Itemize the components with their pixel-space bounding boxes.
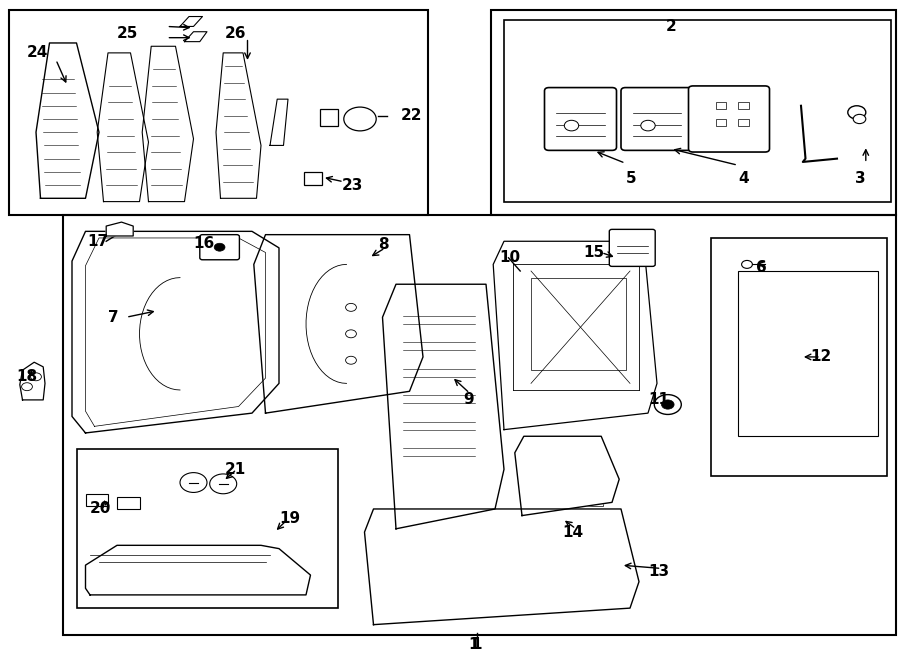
FancyBboxPatch shape: [609, 229, 655, 266]
Text: 11: 11: [648, 393, 669, 407]
Circle shape: [31, 373, 41, 381]
Circle shape: [22, 383, 32, 391]
Polygon shape: [515, 436, 619, 516]
Polygon shape: [254, 235, 423, 413]
Bar: [117, 497, 140, 509]
Text: 15: 15: [583, 245, 604, 260]
Bar: [716, 119, 726, 126]
Polygon shape: [270, 99, 288, 145]
Bar: [9, 10, 428, 215]
Bar: [76, 449, 338, 608]
Text: 12: 12: [810, 350, 832, 364]
Text: 23: 23: [342, 178, 364, 192]
FancyBboxPatch shape: [621, 88, 693, 150]
Circle shape: [564, 120, 579, 131]
Circle shape: [346, 330, 356, 338]
Text: 5: 5: [626, 171, 636, 186]
FancyBboxPatch shape: [200, 235, 239, 260]
Circle shape: [210, 474, 237, 494]
Text: 17: 17: [87, 234, 108, 249]
Bar: [86, 494, 108, 506]
Bar: [63, 215, 896, 635]
Bar: [738, 271, 878, 436]
Circle shape: [654, 395, 681, 414]
Text: 26: 26: [225, 26, 247, 40]
Polygon shape: [36, 43, 99, 198]
Text: 25: 25: [117, 26, 139, 40]
Bar: [738, 119, 749, 126]
Circle shape: [214, 243, 225, 251]
Circle shape: [641, 120, 655, 131]
Text: 24: 24: [27, 46, 49, 60]
Circle shape: [742, 260, 752, 268]
Bar: [536, 449, 603, 506]
Polygon shape: [97, 53, 148, 202]
Bar: [504, 20, 891, 202]
Text: 16: 16: [194, 236, 215, 251]
Text: 20: 20: [90, 502, 112, 516]
Text: 7: 7: [108, 310, 119, 325]
Polygon shape: [180, 17, 202, 26]
FancyBboxPatch shape: [688, 86, 770, 152]
Bar: [738, 102, 749, 109]
Text: 1: 1: [472, 637, 482, 652]
Text: 4: 4: [738, 171, 749, 186]
Text: 14: 14: [562, 525, 583, 539]
Polygon shape: [184, 32, 207, 42]
Circle shape: [180, 473, 207, 492]
Text: 8: 8: [378, 237, 389, 252]
Text: 3: 3: [855, 171, 866, 186]
Polygon shape: [493, 241, 657, 430]
Bar: [320, 109, 338, 126]
Polygon shape: [72, 231, 279, 433]
Text: 1: 1: [468, 637, 479, 652]
Circle shape: [344, 107, 376, 131]
Text: 9: 9: [464, 393, 474, 407]
Bar: [711, 238, 886, 476]
Circle shape: [853, 114, 866, 124]
Polygon shape: [106, 222, 133, 236]
Text: 21: 21: [225, 462, 247, 477]
Circle shape: [662, 400, 674, 409]
Bar: [531, 278, 626, 370]
Text: 6: 6: [756, 260, 767, 275]
Polygon shape: [364, 509, 639, 625]
Circle shape: [848, 106, 866, 119]
Text: 18: 18: [16, 369, 37, 384]
Polygon shape: [382, 284, 504, 529]
Polygon shape: [20, 362, 45, 400]
Circle shape: [346, 356, 356, 364]
Polygon shape: [216, 53, 261, 198]
Text: 22: 22: [400, 108, 422, 123]
Text: 2: 2: [666, 19, 677, 34]
Polygon shape: [142, 46, 194, 202]
Bar: [716, 102, 726, 109]
Bar: [491, 10, 896, 215]
Bar: [304, 172, 322, 185]
Text: 10: 10: [500, 251, 520, 265]
Text: 13: 13: [648, 564, 669, 579]
Circle shape: [346, 303, 356, 311]
Polygon shape: [86, 545, 310, 595]
Text: 19: 19: [279, 512, 300, 526]
FancyBboxPatch shape: [544, 88, 616, 150]
